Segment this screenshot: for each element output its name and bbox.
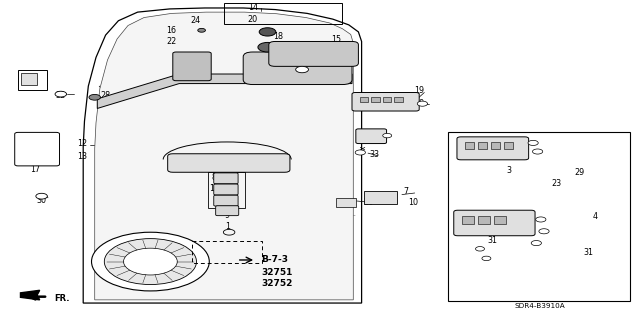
Text: 20: 20	[248, 15, 258, 24]
Bar	[21, 73, 37, 85]
FancyBboxPatch shape	[457, 137, 529, 160]
FancyBboxPatch shape	[168, 154, 290, 172]
Bar	[494, 216, 506, 224]
Bar	[18, 70, 47, 90]
Text: 3: 3	[506, 166, 511, 175]
Text: 19: 19	[414, 86, 424, 95]
Text: 28: 28	[17, 75, 28, 84]
Text: 26: 26	[363, 198, 373, 207]
Bar	[224, 3, 342, 24]
Circle shape	[89, 94, 100, 100]
Text: 21: 21	[331, 46, 341, 55]
Bar	[478, 216, 490, 224]
Text: 31: 31	[488, 236, 498, 245]
Bar	[504, 142, 513, 149]
Circle shape	[482, 256, 491, 261]
Text: 8: 8	[212, 173, 217, 182]
Text: 18: 18	[273, 32, 284, 41]
FancyBboxPatch shape	[454, 210, 535, 236]
Text: 12: 12	[77, 139, 87, 148]
Text: 13: 13	[77, 152, 87, 161]
Bar	[448, 132, 630, 301]
Polygon shape	[20, 290, 40, 300]
Text: 5: 5	[372, 134, 377, 143]
Bar	[383, 97, 391, 102]
FancyBboxPatch shape	[243, 52, 352, 85]
Circle shape	[104, 239, 196, 285]
Circle shape	[383, 133, 392, 138]
FancyBboxPatch shape	[356, 129, 387, 144]
FancyBboxPatch shape	[214, 184, 238, 195]
Text: SDR4-B3910A: SDR4-B3910A	[514, 303, 565, 308]
Bar	[208, 172, 245, 208]
Circle shape	[36, 193, 47, 199]
Circle shape	[258, 42, 277, 52]
Text: 25: 25	[337, 67, 348, 76]
FancyBboxPatch shape	[214, 195, 238, 206]
Bar	[336, 198, 356, 207]
Bar	[360, 97, 368, 102]
Text: 16: 16	[166, 26, 177, 35]
Polygon shape	[83, 8, 362, 303]
Bar	[465, 142, 474, 149]
Text: 29: 29	[574, 168, 584, 177]
Bar	[192, 241, 262, 263]
Circle shape	[417, 101, 428, 106]
Circle shape	[528, 140, 538, 145]
Bar	[491, 142, 500, 149]
Text: 6: 6	[225, 201, 230, 210]
Circle shape	[198, 28, 205, 32]
Text: 9: 9	[225, 211, 230, 220]
Text: 10: 10	[408, 198, 418, 207]
Text: 28: 28	[100, 91, 111, 100]
Polygon shape	[97, 74, 352, 108]
FancyBboxPatch shape	[15, 132, 60, 166]
FancyBboxPatch shape	[352, 93, 419, 111]
Text: FR.: FR.	[54, 294, 70, 303]
Text: 11: 11	[209, 184, 220, 193]
Circle shape	[259, 28, 276, 36]
Circle shape	[532, 149, 543, 154]
Text: 14: 14	[248, 3, 258, 11]
Circle shape	[476, 247, 484, 251]
Text: 24: 24	[190, 16, 200, 25]
Text: 30: 30	[36, 197, 47, 205]
FancyBboxPatch shape	[216, 206, 239, 216]
Bar	[462, 216, 474, 224]
Polygon shape	[95, 12, 353, 300]
Text: 31: 31	[584, 248, 594, 256]
Circle shape	[296, 66, 308, 73]
Circle shape	[92, 232, 209, 291]
Text: 33: 33	[369, 150, 380, 159]
Bar	[394, 97, 403, 102]
FancyBboxPatch shape	[173, 52, 211, 81]
FancyBboxPatch shape	[269, 41, 358, 66]
Text: 32751: 32751	[261, 268, 292, 277]
Text: B-7-3: B-7-3	[261, 256, 288, 264]
Bar	[371, 97, 380, 102]
Text: 32752: 32752	[261, 279, 292, 288]
Text: 1: 1	[225, 222, 230, 231]
Text: 15: 15	[331, 35, 341, 44]
Text: 4: 4	[593, 212, 598, 221]
Circle shape	[55, 91, 67, 97]
FancyBboxPatch shape	[214, 173, 238, 184]
Circle shape	[531, 241, 541, 246]
Text: 17: 17	[30, 165, 40, 174]
Circle shape	[536, 217, 546, 222]
Circle shape	[124, 248, 177, 275]
Text: 7: 7	[404, 187, 409, 196]
Text: 2: 2	[212, 163, 217, 172]
Circle shape	[355, 150, 365, 155]
Circle shape	[539, 229, 549, 234]
Text: 22: 22	[166, 37, 177, 46]
Text: 23: 23	[552, 179, 562, 188]
Bar	[478, 142, 487, 149]
Text: 32: 32	[56, 91, 66, 100]
Text: 29: 29	[414, 99, 424, 108]
Bar	[364, 191, 397, 204]
